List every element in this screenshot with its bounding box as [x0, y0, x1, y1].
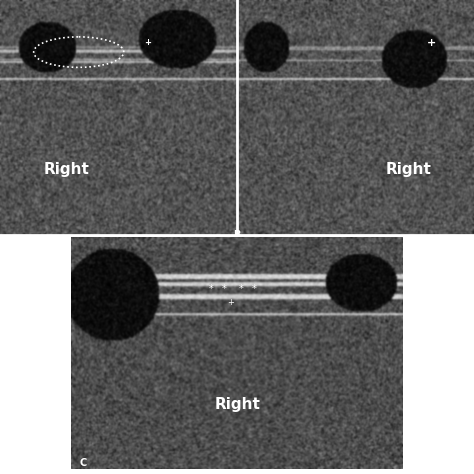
Text: Right: Right — [44, 162, 90, 177]
Text: *: * — [252, 283, 256, 293]
Text: C: C — [79, 458, 87, 468]
Text: +: + — [228, 298, 234, 307]
Text: *: * — [209, 283, 213, 293]
Text: Right: Right — [215, 397, 260, 412]
Text: *: * — [238, 283, 243, 293]
Text: +: + — [144, 38, 151, 47]
Text: B: B — [233, 229, 241, 240]
Text: *: * — [222, 283, 227, 293]
Text: +: + — [427, 38, 437, 48]
Text: Right: Right — [385, 162, 431, 177]
